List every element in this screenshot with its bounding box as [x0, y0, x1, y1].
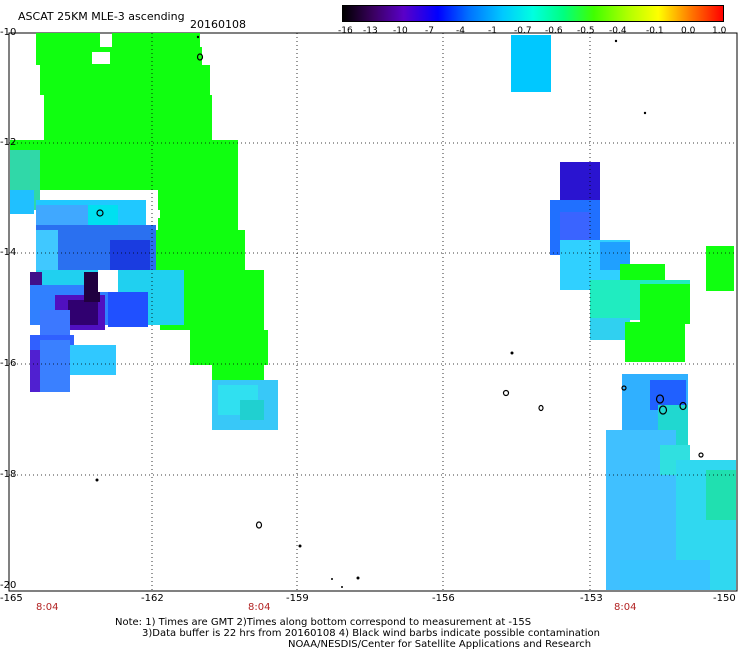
- island-outline: [658, 405, 668, 415]
- colorbar-label: -0.1: [646, 26, 664, 36]
- island-outline: [538, 404, 544, 412]
- colorbar-label: -13: [363, 26, 378, 36]
- swath-west: [10, 33, 278, 430]
- island-dot: [643, 111, 647, 115]
- note-line-1: Note: 1) Times are GMT 2)Times along bot…: [115, 617, 532, 628]
- island-dot: [356, 576, 360, 580]
- island-dot: [298, 544, 302, 548]
- lat-label: -10: [0, 27, 17, 38]
- colorbar-label: 0.0: [681, 26, 696, 36]
- colorbar-label: -7: [425, 26, 434, 36]
- product-date: 20160108: [190, 18, 246, 31]
- lon-label: -165: [0, 593, 23, 604]
- time-label: 8:04: [614, 602, 637, 613]
- colorbar: [342, 5, 724, 22]
- time-label: 8:04: [36, 602, 59, 613]
- lat-label: -14: [0, 247, 17, 258]
- island-outline: [96, 209, 104, 217]
- graticule: [9, 33, 737, 591]
- lat-label: -12: [0, 137, 17, 148]
- colorbar-label: -4: [456, 26, 465, 36]
- colorbar-label: -0.4: [609, 26, 627, 36]
- colorbar-label: -1: [488, 26, 497, 36]
- lat-label: -16: [0, 358, 17, 369]
- island-dot: [341, 586, 343, 588]
- island-outline: [655, 394, 665, 404]
- map-frame: [8, 32, 738, 592]
- lon-label: -159: [286, 593, 309, 604]
- note-line-2: 3)Data buffer is 22 hrs from 20160108 4)…: [142, 628, 600, 639]
- colorbar-label: 1.0: [712, 26, 727, 36]
- product-title: ASCAT 25KM MLE-3 ascending: [18, 10, 185, 23]
- colorbar-gradient: [343, 6, 723, 21]
- colorbar-label: -0.7: [514, 26, 532, 36]
- colorbar-label: -0.5: [577, 26, 595, 36]
- island-dot: [614, 39, 618, 43]
- colorbar-label: -0.6: [545, 26, 563, 36]
- island-outline: [679, 401, 687, 411]
- island-outline: [255, 521, 263, 529]
- colorbar-label: -10: [393, 26, 408, 36]
- swath-east: [550, 162, 736, 590]
- island-outlines: [96, 53, 704, 529]
- swath-patch-north: [511, 35, 551, 92]
- island-dot: [331, 578, 333, 580]
- island-outline: [621, 385, 627, 391]
- lon-label: -162: [141, 593, 164, 604]
- lat-label: -20: [0, 580, 17, 591]
- lon-label: -150: [713, 593, 736, 604]
- time-label: 8:04: [248, 602, 271, 613]
- lon-label: -153: [580, 593, 603, 604]
- lon-label: -156: [432, 593, 455, 604]
- colorbar-label: -16: [338, 26, 353, 36]
- island-outline: [196, 53, 204, 61]
- island-dot: [510, 351, 514, 355]
- note-line-3: NOAA/NESDIS/Center for Satellite Applica…: [288, 639, 592, 650]
- lat-label: -18: [0, 469, 17, 480]
- island-outline: [698, 452, 704, 458]
- island-outline: [502, 389, 510, 397]
- small-islands: [95, 35, 647, 588]
- island-dot: [95, 478, 99, 482]
- island-dot: [196, 35, 200, 39]
